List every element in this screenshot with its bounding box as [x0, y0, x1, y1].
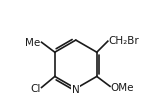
Text: Cl: Cl [30, 83, 40, 93]
Text: CH₂Br: CH₂Br [108, 36, 139, 46]
Text: OMe: OMe [111, 82, 134, 92]
Text: N: N [72, 84, 80, 94]
Text: Me: Me [25, 37, 40, 47]
